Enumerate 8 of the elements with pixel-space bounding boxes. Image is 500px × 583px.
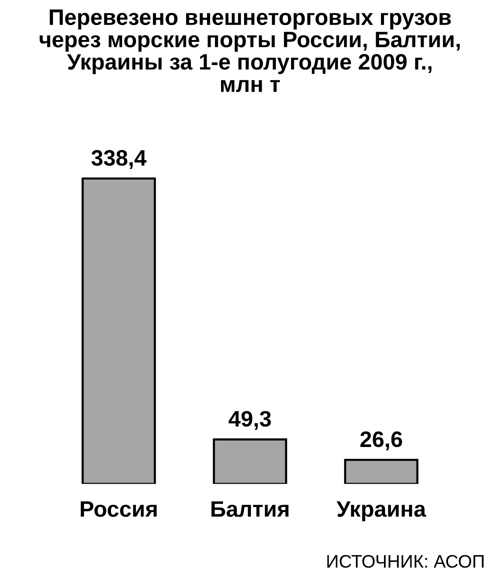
x-tick-label: Украина	[336, 501, 426, 522]
data-label: 338,4	[91, 150, 146, 170]
data-label: 26,6	[360, 431, 402, 450]
x-tick-label: Россия	[80, 501, 157, 517]
x-tick-label: Балтия	[212, 501, 288, 517]
data-label: 49,3	[228, 410, 271, 430]
text: ИСТОЧНИК: АСОП	[327, 554, 484, 568]
chart-title: Перевезено внешнеторговых грузов через морские порты России, Балтии, Украины за 1-е полугодие 2009 г., млн т	[40, 10, 460, 92]
